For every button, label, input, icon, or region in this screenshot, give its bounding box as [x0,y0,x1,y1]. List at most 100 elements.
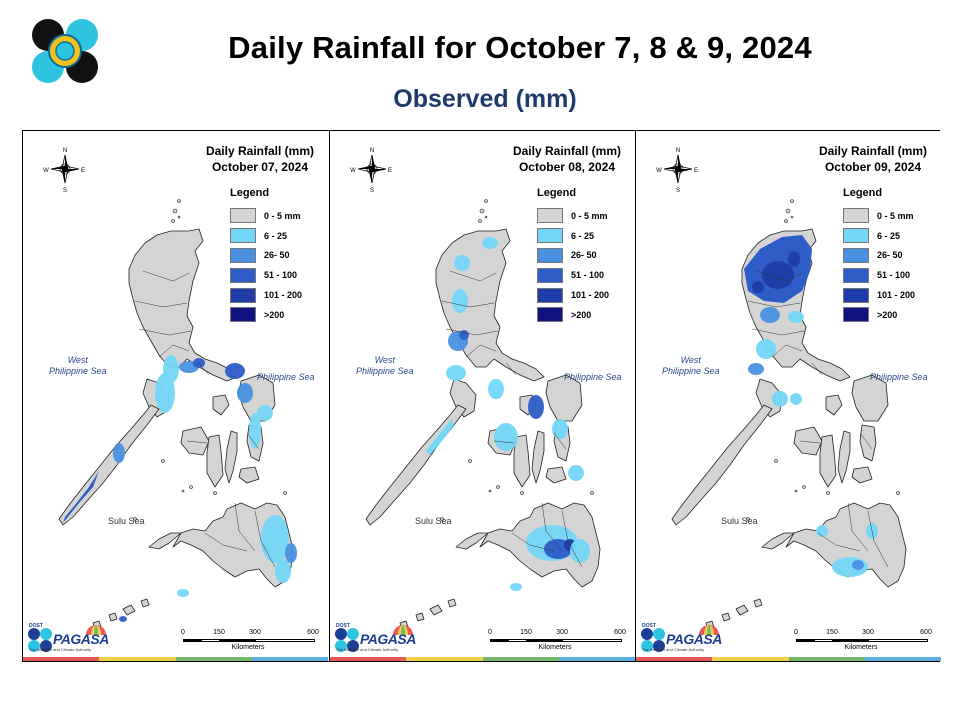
map-legend: Legend 0 - 5 mm 6 - 25 26- 50 51 - 100 101 - … [230,187,302,325]
sea-label-sulu-sea: Sulu Sea [108,516,145,526]
stripe-segment [23,657,100,661]
scale-bar: 0 150 300 600 Kilometers [480,629,630,655]
islet [484,215,488,219]
province-boundary [811,362,823,376]
scale-segment [183,639,201,642]
legend-item: 6 - 25 [537,226,609,246]
sea-label-philippine-sea: Philippine Sea [870,372,928,382]
islet [189,485,193,489]
pagasa-tagline: The Weather and Climate Authority [642,647,705,652]
page-subtitle: Observed (mm) [393,85,577,113]
maps-frame: N S E W Daily Rainfall (mm) October 07, 2024 L… [22,130,941,662]
scale-unit: Kilometers [231,644,265,651]
panel-title: Daily Rainfall (mm) October 07, 2024 [206,143,314,175]
rainfall-patch [285,543,297,563]
legend-swatch [843,267,869,283]
scale-unit: Kilometers [844,644,878,651]
compass-label-s: S [63,188,67,194]
islet [784,219,788,223]
island-masbate [825,394,843,416]
scale-tick-label: 0 [794,629,798,636]
legend-title: Legend [537,187,577,199]
compass-label-w: W [656,168,662,174]
scale-segment [814,639,834,642]
island-cebu [531,430,545,484]
scale-unit: Kilometers [538,644,572,651]
province-boundary [747,300,801,308]
legend-label: >200 [877,309,898,320]
stripe-segment [482,657,559,661]
compass-label-s: S [370,188,374,194]
dost-label: DOST [29,623,43,629]
legend-swatch [230,287,256,303]
province-boundary [771,344,803,358]
islet [496,485,500,489]
province-boundary [847,502,869,552]
islet [181,489,185,493]
color-stripe [23,657,328,661]
island-leyte [859,424,877,462]
legend-swatch [537,247,563,263]
rainfall-patch [762,261,794,289]
compass-label-n: N [676,148,680,154]
pagasa-logo: DOST PAGASA The Weather and Climate Author… [334,623,416,653]
umbrella-icon [393,625,413,635]
legend-label: >200 [264,309,285,320]
compass-rose: N S E W [656,148,698,194]
stripe-segment [406,657,483,661]
islet [468,459,472,463]
color-stripe [330,657,635,661]
island-panay [793,426,823,456]
legend-item: >200 [230,305,302,325]
rainfall-patch [852,560,864,570]
legend-item: 6 - 25 [843,226,915,246]
island-cebu [224,430,238,484]
province-boundary [465,344,497,358]
compass-label-w: W [350,168,356,174]
legend-item: 0 - 5 mm [230,206,302,226]
stripe-segment [788,657,865,661]
scale-segment [832,639,868,642]
province-boundary [441,300,495,308]
legend-title: Legend [230,187,270,199]
legend-item: 0 - 5 mm [843,206,915,226]
island-zambo [761,532,795,550]
province-boundary [755,270,803,282]
map-legend: Legend 0 - 5 mm 6 - 25 26- 50 51 - 100 101 - … [843,187,915,325]
rainfall-patch [452,289,468,313]
rainfall-patch [760,307,780,323]
rainfall-patch [261,515,289,563]
province-boundary [553,432,567,450]
scale-tick-label: 300 [556,629,568,636]
legend-swatch [843,228,869,244]
legend-item: 0 - 5 mm [537,206,609,226]
rainfall-patch [257,405,273,421]
islet [774,459,778,463]
legend-label: 6 - 25 [877,230,901,241]
islet [590,491,594,495]
compass-label-n: N [370,148,374,154]
islet [177,215,181,219]
legend-item: >200 [843,305,915,325]
scale-segment [526,639,562,642]
legend-item: 26- 50 [843,246,915,266]
province-boundary [493,440,515,444]
page-title: Daily Rainfall for October 7, 8 & 9, 202… [228,30,812,65]
panel-date: October 07, 2024 [211,160,309,174]
province-boundary [134,300,188,308]
compass-label-e: E [694,168,698,174]
legend-item: 101 - 200 [843,285,915,305]
compass-label-e: E [388,168,392,174]
legend-swatch [537,208,563,224]
province-boundary [198,362,210,376]
island-palawan [671,404,773,526]
panel-date: October 08, 2024 [518,160,616,174]
compass-rose: N S E W [350,148,392,194]
scale-segment [796,639,814,642]
rainfall-patch [446,365,466,381]
province-boundary [186,440,208,444]
legend-label: 26- 50 [877,250,903,261]
rainfall-patch [568,465,584,481]
pagasa-emblem-icon [28,628,52,652]
rainfall-patch [772,391,788,407]
